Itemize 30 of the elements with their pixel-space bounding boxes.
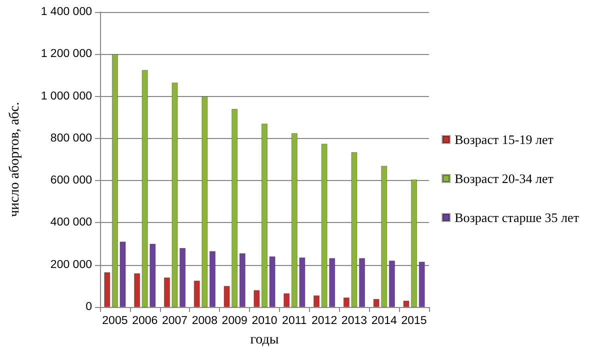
y-tick-label: 1 400 000 xyxy=(40,6,92,18)
bar xyxy=(134,273,140,307)
x-tick-label: 2015 xyxy=(401,315,427,327)
x-tick-label: 2005 xyxy=(102,315,128,327)
y-tick-label: 1 000 000 xyxy=(40,90,92,102)
x-tick-label: 2007 xyxy=(162,315,188,327)
bar xyxy=(388,260,395,307)
x-axis-title: годы xyxy=(250,332,280,348)
x-tick-label: 2014 xyxy=(371,315,398,327)
bar xyxy=(239,253,246,307)
y-tick-label: 1 200 000 xyxy=(40,48,92,60)
y-tick-label: 600 000 xyxy=(50,174,92,187)
y-tick-label: 0 xyxy=(86,301,92,313)
bar xyxy=(104,272,110,307)
y-tick-label: 200 000 xyxy=(50,258,92,271)
x-tick-label: 2006 xyxy=(132,315,158,327)
legend-label: Возраст старше 35 лет xyxy=(454,210,580,225)
x-tick-label: 2010 xyxy=(252,315,278,327)
bar xyxy=(284,293,290,307)
legend-label: Возраст 15-19 лет xyxy=(454,132,554,147)
legend-label: Возраст 20-34 лет xyxy=(454,171,554,186)
y-axis-title: число абортов, абс. xyxy=(8,102,22,217)
bar xyxy=(418,262,425,307)
y-tick-label: 400 000 xyxy=(50,216,92,229)
x-tick-label: 2009 xyxy=(222,315,248,327)
x-tick-label: 2012 xyxy=(312,315,338,327)
x-tick-label: 2008 xyxy=(192,315,218,327)
x-tick-label: 2011 xyxy=(282,315,307,327)
x-tick-label: 2013 xyxy=(341,315,368,327)
y-tick-label: 800 000 xyxy=(50,132,92,144)
